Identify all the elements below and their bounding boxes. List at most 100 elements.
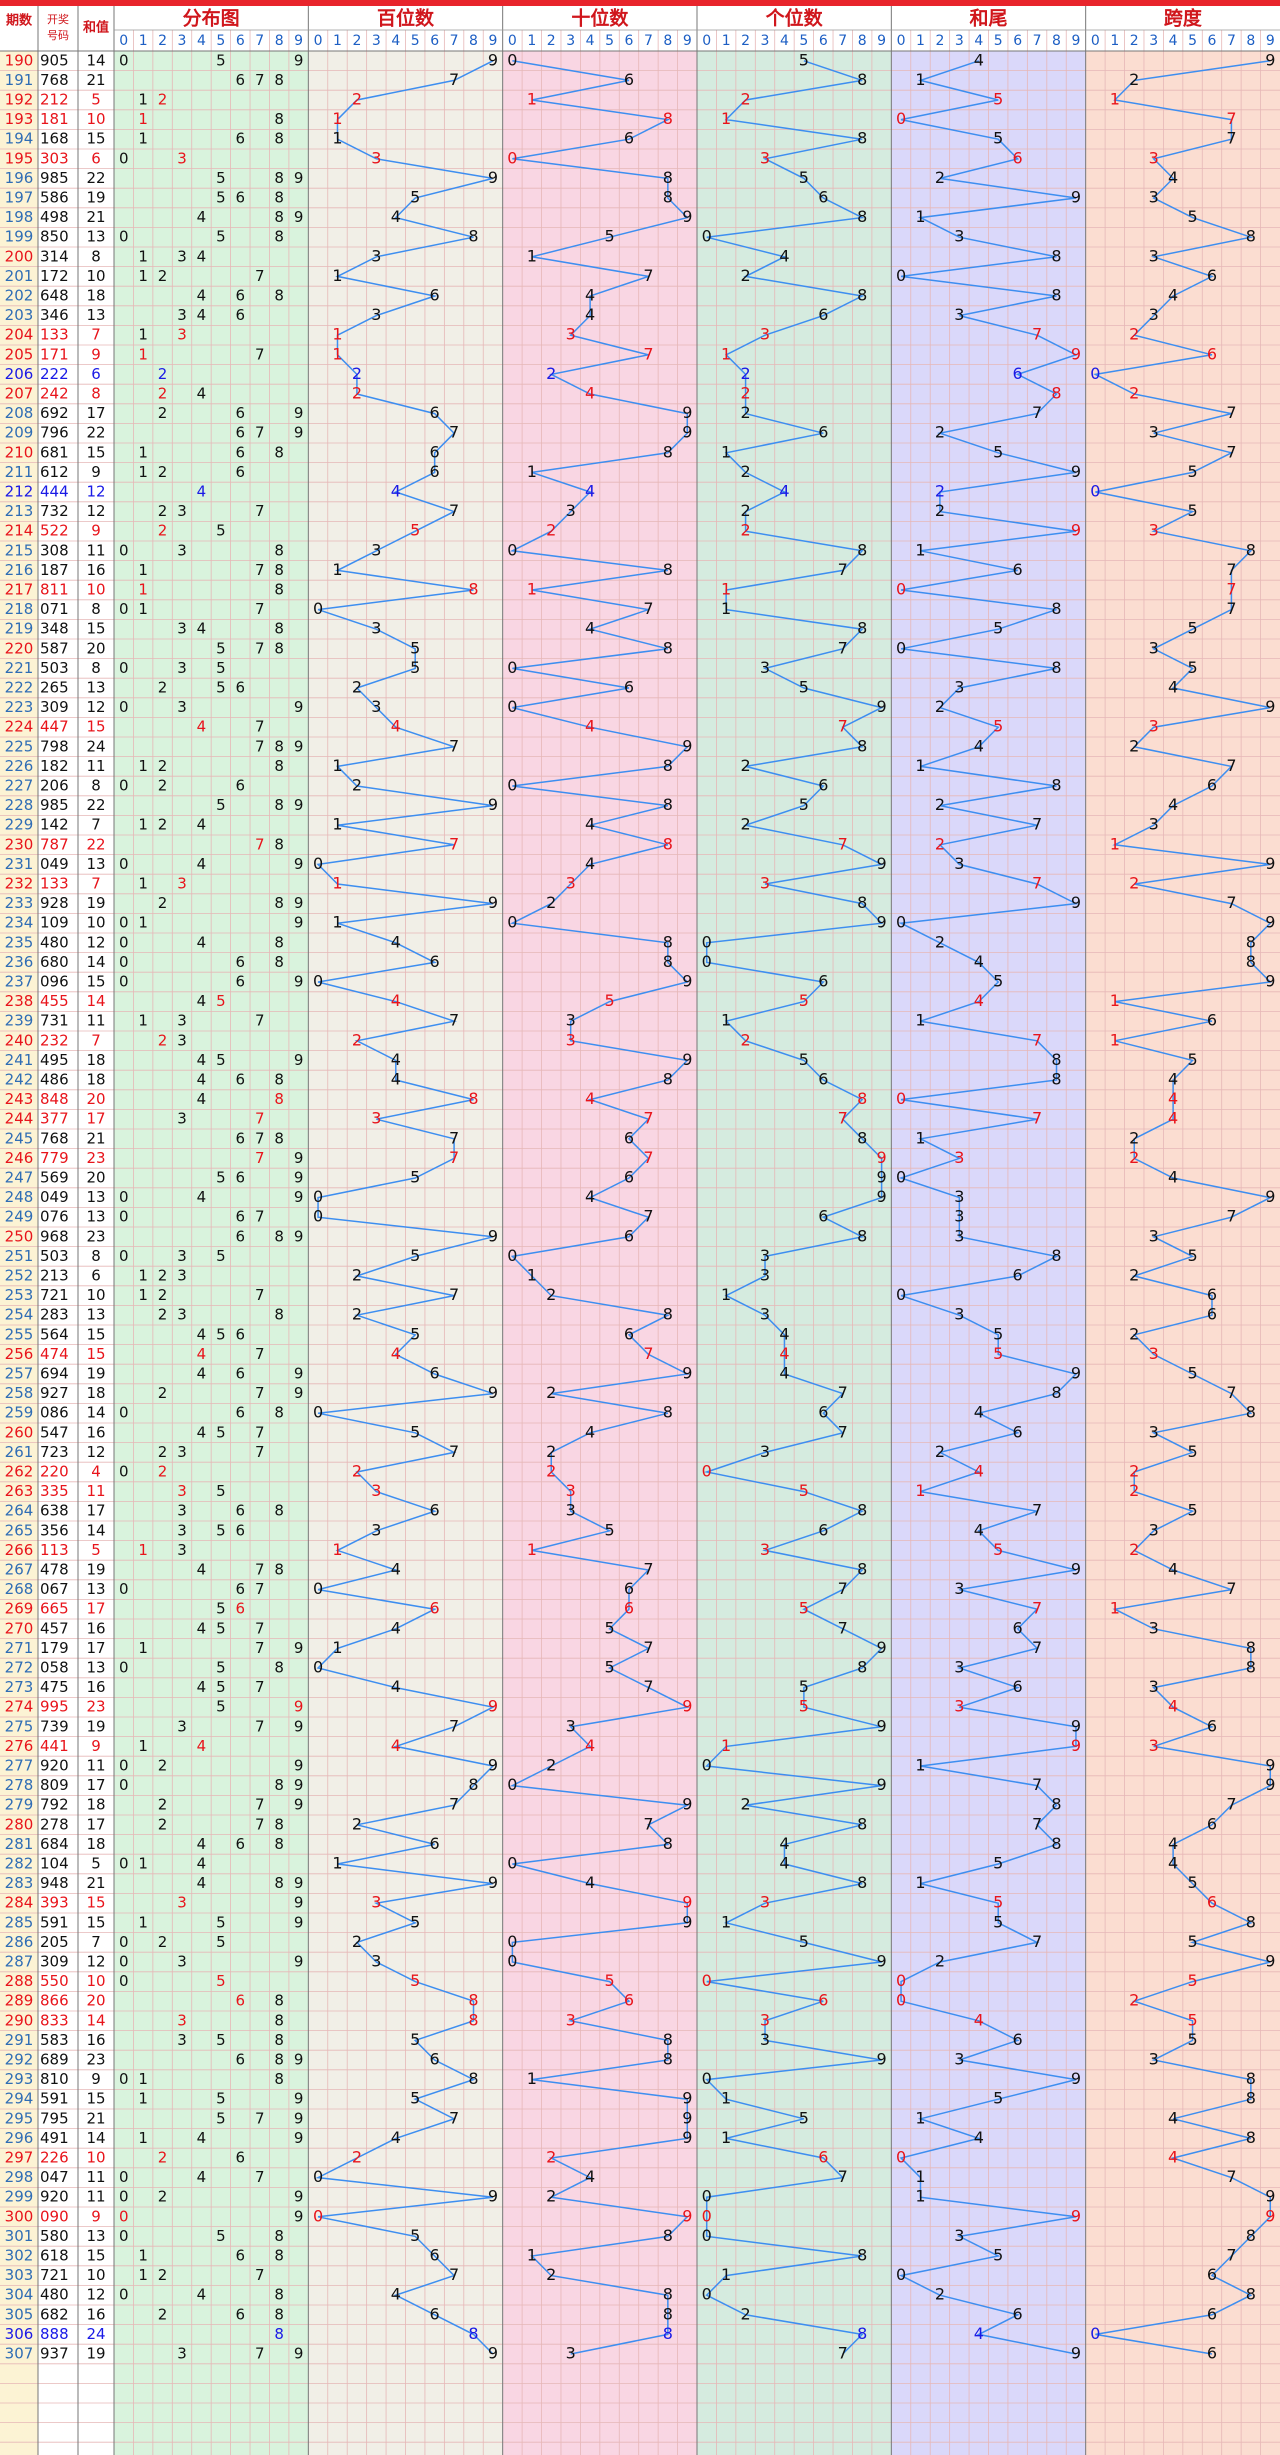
trend-digit: 5 — [1187, 1501, 1197, 1520]
trend-digit: 2 — [935, 423, 945, 442]
distribution-digit: 0 — [119, 1463, 129, 1481]
digit-header: 1 — [527, 33, 536, 49]
trend-digit: 9 — [1265, 697, 1275, 716]
trend-digit: 7 — [1032, 1501, 1042, 1520]
trend-digit: 4 — [1168, 1697, 1178, 1716]
trend-digit: 4 — [391, 1344, 401, 1363]
sum-value: 10 — [86, 581, 105, 599]
sum-value: 19 — [86, 2345, 105, 2363]
distribution-digit: 6 — [236, 1208, 246, 1226]
distribution-digit: 8 — [274, 2286, 284, 2304]
draw-number: 309 — [40, 698, 69, 716]
trend-digit: 5 — [993, 1912, 1003, 1931]
trend-digit: 8 — [1051, 384, 1061, 403]
issue: 229 — [5, 816, 34, 834]
trend-digit: 9 — [1265, 50, 1275, 69]
issue: 196 — [5, 169, 34, 187]
digit-header: 6 — [236, 33, 245, 49]
draw-number: 792 — [40, 1796, 69, 1814]
distribution-digit: 8 — [274, 71, 284, 89]
trend-digit: 2 — [935, 697, 945, 716]
sum-value: 11 — [86, 1482, 105, 1500]
trend-digit: 6 — [1207, 1285, 1217, 1304]
trend-digit: 7 — [1032, 1030, 1042, 1049]
distribution-digit: 5 — [216, 51, 226, 69]
trend-digit: 7 — [1226, 403, 1236, 422]
sum-value: 15 — [86, 2090, 105, 2108]
issue: 296 — [5, 2129, 34, 2147]
draw-number: 486 — [40, 1071, 69, 1089]
distribution-digit: 2 — [158, 1443, 168, 1461]
distribution-digit: 1 — [138, 130, 148, 148]
trend-digit: 0 — [507, 1952, 517, 1971]
trend-digit: 9 — [682, 2108, 692, 2127]
trend-digit: 3 — [954, 227, 964, 246]
trend-digit: 4 — [779, 1344, 789, 1363]
trend-digit: 8 — [663, 188, 673, 207]
distribution-digit: 5 — [216, 1600, 226, 1618]
trend-digit: 9 — [488, 1697, 498, 1716]
trend-digit: 6 — [818, 1403, 828, 1422]
draw-number: 731 — [40, 1012, 69, 1030]
distribution-digit: 9 — [294, 2109, 304, 2127]
trend-digit: 1 — [527, 90, 537, 109]
issue: 210 — [5, 443, 34, 461]
digit-header: 0 — [119, 33, 128, 49]
digit-header: 7 — [1033, 33, 1042, 49]
distribution-digit: 3 — [177, 1267, 187, 1285]
issue: 240 — [5, 1031, 34, 1049]
issue: 287 — [5, 1953, 34, 1971]
digit-header: 8 — [1246, 33, 1255, 49]
distribution-digit: 3 — [177, 1953, 187, 1971]
draw-number: 265 — [40, 679, 69, 697]
trend-digit: 2 — [935, 932, 945, 951]
trend-digit: 3 — [954, 1226, 964, 1245]
trend-digit: 9 — [682, 2206, 692, 2225]
trend-digit: 0 — [507, 540, 517, 559]
trend-digit: 4 — [779, 246, 789, 265]
trend-digit: 0 — [313, 972, 323, 991]
draw-number: 684 — [40, 1835, 69, 1853]
trend-digit: 3 — [954, 2226, 964, 2245]
distribution-digit: 4 — [197, 247, 207, 265]
trend-digit: 5 — [410, 188, 420, 207]
trend-digit: 4 — [1168, 1109, 1178, 1128]
trend-digit: 3 — [760, 1893, 770, 1912]
digit-header: 9 — [1266, 33, 1275, 49]
top-bar — [0, 0, 1280, 6]
trend-digit: 9 — [1265, 1756, 1275, 1775]
distribution-digit: 8 — [274, 1776, 284, 1794]
trend-digit: 3 — [566, 1481, 576, 1500]
distribution-digit: 6 — [236, 777, 246, 795]
trend-digit: 5 — [799, 991, 809, 1010]
issue: 216 — [5, 561, 34, 579]
distribution-digit: 8 — [274, 1815, 284, 1833]
trend-digit: 9 — [877, 913, 887, 932]
digit-header: 4 — [1169, 33, 1178, 49]
distribution-digit: 1 — [138, 443, 148, 461]
trend-digit: 3 — [371, 1952, 381, 1971]
trend-digit: 1 — [721, 2265, 731, 2284]
issue: 256 — [5, 1345, 34, 1363]
issue: 284 — [5, 1894, 34, 1912]
trend-digit: 3 — [954, 1187, 964, 1206]
distribution-digit: 1 — [138, 463, 148, 481]
trend-digit: 8 — [663, 795, 673, 814]
trend-digit: 4 — [391, 2285, 401, 2304]
draw-number: 179 — [40, 1639, 69, 1657]
trend-digit: 4 — [585, 2167, 595, 2186]
trend-digit: 0 — [1090, 2324, 1100, 2343]
distribution-digit: 0 — [119, 973, 129, 991]
trend-digit: 6 — [430, 1599, 440, 1618]
draw-number: 222 — [40, 365, 69, 383]
distribution-digit: 9 — [294, 894, 304, 912]
trend-digit: 4 — [974, 991, 984, 1010]
trend-digit: 2 — [546, 2187, 556, 2206]
distribution-digit: 4 — [197, 620, 207, 638]
sum-value: 10 — [86, 914, 105, 932]
trend-digit: 8 — [857, 129, 867, 148]
trend-digit: 3 — [566, 1716, 576, 1735]
issue: 255 — [5, 1325, 34, 1343]
distribution-digit: 6 — [236, 71, 246, 89]
trend-digit: 2 — [546, 2265, 556, 2284]
